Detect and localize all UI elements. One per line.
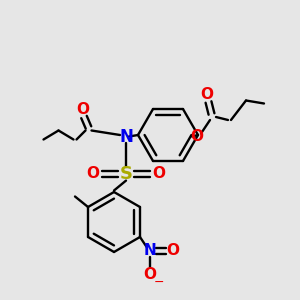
Text: −: − (154, 275, 164, 289)
Text: S: S (119, 165, 133, 183)
Text: N: N (119, 128, 133, 146)
Text: O: O (190, 129, 203, 144)
Text: O: O (200, 87, 214, 102)
Text: O: O (152, 167, 166, 182)
Text: O: O (166, 243, 179, 258)
Text: O: O (86, 167, 100, 182)
Text: O: O (76, 102, 89, 117)
Text: N: N (144, 243, 156, 258)
Text: O: O (143, 267, 157, 282)
